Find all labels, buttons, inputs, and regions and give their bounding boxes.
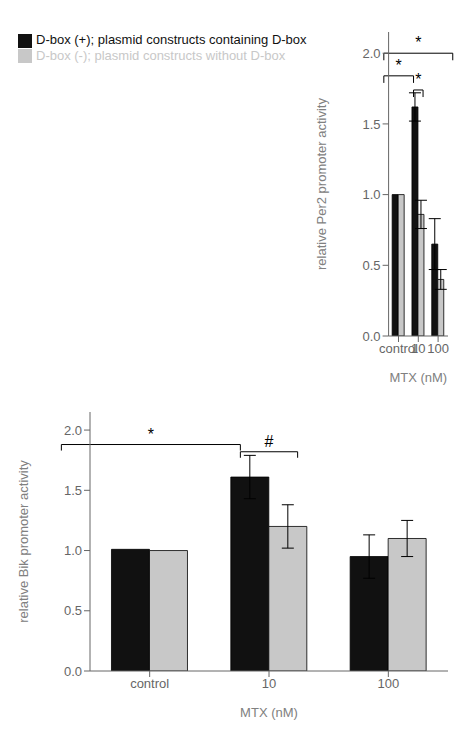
svg-text:1.0: 1.0 <box>363 187 381 202</box>
svg-text:100: 100 <box>427 341 449 356</box>
svg-text:2.0: 2.0 <box>363 46 381 61</box>
svg-text:10: 10 <box>411 341 425 356</box>
svg-text:relative Per2 promoter activit: relative Per2 promoter activity <box>314 98 329 270</box>
svg-text:100: 100 <box>377 676 399 691</box>
svg-text:1.5: 1.5 <box>64 483 82 498</box>
svg-text:10: 10 <box>262 676 276 691</box>
svg-text:1.0: 1.0 <box>64 543 82 558</box>
html-text:D-box (-); plasmid constructs: D-box (-); plasmid constructs without D-… <box>36 47 286 63</box>
svg-text:control: control <box>130 676 169 691</box>
svg-text:0.5: 0.5 <box>64 603 82 618</box>
html-text:D-box (+); plasmid constructs: D-box (+); plasmid constructs containing… <box>36 32 307 47</box>
svg-text:*: * <box>415 71 421 88</box>
svg-text:0.0: 0.0 <box>363 329 381 344</box>
svg-text:relative Bik promoter activity: relative Bik promoter activity <box>16 460 31 623</box>
svg-text:#: # <box>265 433 274 450</box>
svg-text:control: control <box>379 341 418 357</box>
svg-text:1.5: 1.5 <box>363 117 381 132</box>
svg-text:MTX (nM): MTX (nM) <box>240 705 298 720</box>
svg-text:0.5: 0.5 <box>363 258 381 273</box>
svg-text:MTX (nM): MTX (nM) <box>389 370 447 385</box>
svg-text:*: * <box>415 34 421 51</box>
svg-text:0.0: 0.0 <box>64 664 82 679</box>
svg-text:*: * <box>396 57 402 74</box>
svg-text:2.0: 2.0 <box>64 423 82 438</box>
svg-text:*: * <box>148 426 154 443</box>
